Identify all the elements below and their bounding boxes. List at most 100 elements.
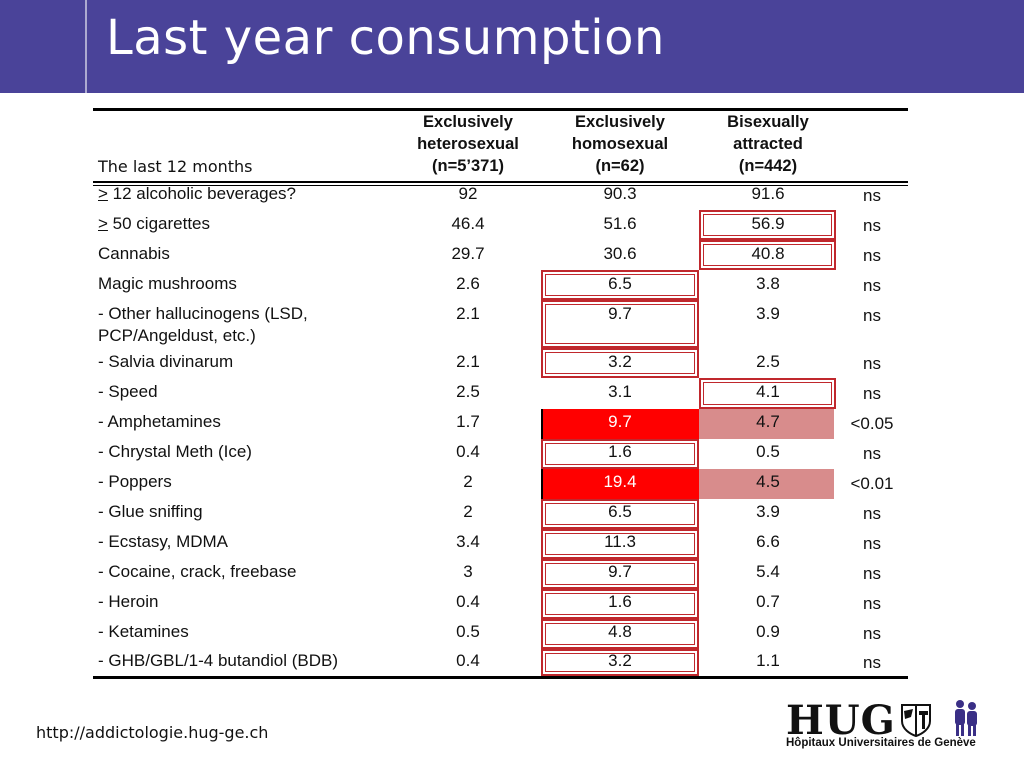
value-homosexual: 11.3 (604, 532, 636, 551)
row-label: - Salvia divinarum (98, 352, 234, 371)
row-label: Magic mushrooms (98, 274, 237, 293)
box-mushrooms-homosexual (541, 270, 699, 300)
row-label: - Heroin (98, 592, 159, 611)
value-homosexual: 3.1 (608, 382, 632, 401)
greater-equal-symbol: > (98, 214, 108, 233)
value-heterosexual: 3.4 (456, 532, 480, 551)
value-heterosexual: 2.6 (456, 274, 480, 293)
row-label: - Cocaine, crack, freebase (98, 562, 297, 581)
value-heterosexual: 29.7 (451, 244, 485, 263)
value-homosexual: 1.6 (608, 442, 632, 461)
value-heterosexual: 2.1 (456, 352, 480, 371)
column-header-bisexual: Bisexually attracted (n=442) (693, 111, 843, 177)
significance: <0.01 (850, 474, 894, 493)
significance: ns (863, 653, 881, 672)
significance: ns (863, 564, 881, 583)
value-homosexual: 9.7 (608, 304, 632, 323)
value-heterosexual: 0.5 (456, 622, 480, 641)
box-heroin-homosexual (541, 589, 699, 619)
value-homosexual: 90.3 (603, 184, 637, 203)
value-heterosexual: 2 (463, 472, 473, 491)
value-homosexual: 6.5 (608, 274, 632, 293)
box-cigarettes-bisexual (699, 210, 836, 240)
significance: ns (863, 504, 881, 523)
box-meth-homosexual (541, 439, 699, 469)
value-heterosexual: 46.4 (451, 214, 485, 233)
significance: ns (863, 306, 881, 325)
people-icon (955, 700, 977, 736)
row-header-label: The last 12 months (98, 157, 253, 176)
column-header-line: (n=442) (738, 157, 798, 175)
value-bisexual: 4.1 (756, 382, 780, 401)
value-bisexual: 0.9 (756, 622, 780, 641)
row-label: - Other hallucinogens (LSD, (98, 304, 308, 323)
column-header-line: Exclusively (575, 113, 665, 131)
significance: ns (863, 444, 881, 463)
geneva-coat-of-arms-icon (901, 704, 931, 737)
value-bisexual: 56.9 (751, 214, 785, 233)
header-rule-thin (93, 185, 908, 186)
title-bar (0, 0, 1024, 93)
slide-title: Last year consumption (106, 10, 665, 66)
value-heterosexual: 2 (463, 502, 473, 521)
row-label: - Glue sniffing (98, 502, 203, 521)
value-heterosexual: 1.7 (456, 412, 480, 431)
column-header-heterosexual: Exclusively heterosexual (n=5’371) (393, 111, 543, 177)
value-bisexual: 2.5 (756, 352, 780, 371)
significance: ns (863, 276, 881, 295)
value-homosexual: 30.6 (603, 244, 637, 263)
value-bisexual: 3.9 (756, 304, 780, 323)
value-homosexual: 3.2 (608, 352, 632, 371)
value-bisexual: 0.5 (756, 442, 780, 461)
column-header-line: heterosexual (417, 135, 519, 153)
significance: ns (863, 594, 881, 613)
highlight-edge (541, 409, 543, 439)
value-bisexual: 4.5 (756, 472, 780, 491)
highlight-amphetamines-homosexual (543, 409, 699, 439)
hug-logo: HUG Hôpitaux Universitaires de Genève (782, 697, 982, 753)
value-heterosexual: 0.4 (456, 651, 480, 670)
value-homosexual: 19.4 (603, 472, 637, 491)
value-bisexual: 40.8 (751, 244, 785, 263)
significance: ns (863, 216, 881, 235)
significance: ns (863, 354, 881, 373)
row-label-continued: PCP/Angeldust, etc.) (98, 326, 256, 345)
row-label: - Speed (98, 382, 158, 401)
value-homosexual: 9.7 (608, 562, 632, 581)
footer-url[interactable]: http://addictologie.hug-ge.ch (36, 723, 269, 742)
row-label: - GHB/GBL/1-4 butandiol (BDB) (98, 651, 338, 670)
value-heterosexual: 2.1 (456, 304, 480, 323)
row-label: - Amphetamines (98, 412, 221, 431)
value-bisexual: 1.1 (756, 651, 780, 670)
significance: ns (863, 534, 881, 553)
value-homosexual: 6.5 (608, 502, 632, 521)
value-heterosexual: 2.5 (456, 382, 480, 401)
highlight-edge (541, 469, 543, 499)
column-header-homosexual: Exclusively homosexual (n=62) (545, 111, 695, 177)
box-ghb-homosexual (541, 649, 699, 676)
row-label: > 50 cigarettes (98, 214, 210, 233)
significance: <0.05 (850, 414, 894, 433)
value-heterosexual: 92 (458, 184, 478, 203)
row-label: - Chrystal Meth (Ice) (98, 442, 252, 461)
table-top-rule (93, 108, 908, 111)
column-header-line: Bisexually (727, 113, 809, 131)
box-hallucinogens-homosexual (541, 300, 699, 348)
column-header-line: (n=62) (595, 157, 645, 175)
column-header-line: attracted (733, 135, 803, 153)
value-bisexual: 5.4 (756, 562, 780, 581)
highlight-poppers-homosexual (543, 469, 699, 499)
box-cocaine-homosexual (541, 559, 699, 589)
column-header-line: homosexual (571, 135, 669, 153)
row-label: Cannabis (98, 244, 170, 263)
value-bisexual: 4.7 (756, 412, 780, 431)
title-divider (85, 0, 87, 93)
value-bisexual: 6.6 (756, 532, 780, 551)
value-homosexual: 3.2 (608, 651, 632, 670)
greater-equal-symbol: > (98, 184, 108, 203)
table-bottom-rule (93, 676, 908, 679)
value-homosexual: 4.8 (608, 622, 632, 641)
box-ketamines-homosexual (541, 619, 699, 649)
box-speed-bisexual (699, 378, 836, 409)
value-homosexual: 1.6 (608, 592, 632, 611)
